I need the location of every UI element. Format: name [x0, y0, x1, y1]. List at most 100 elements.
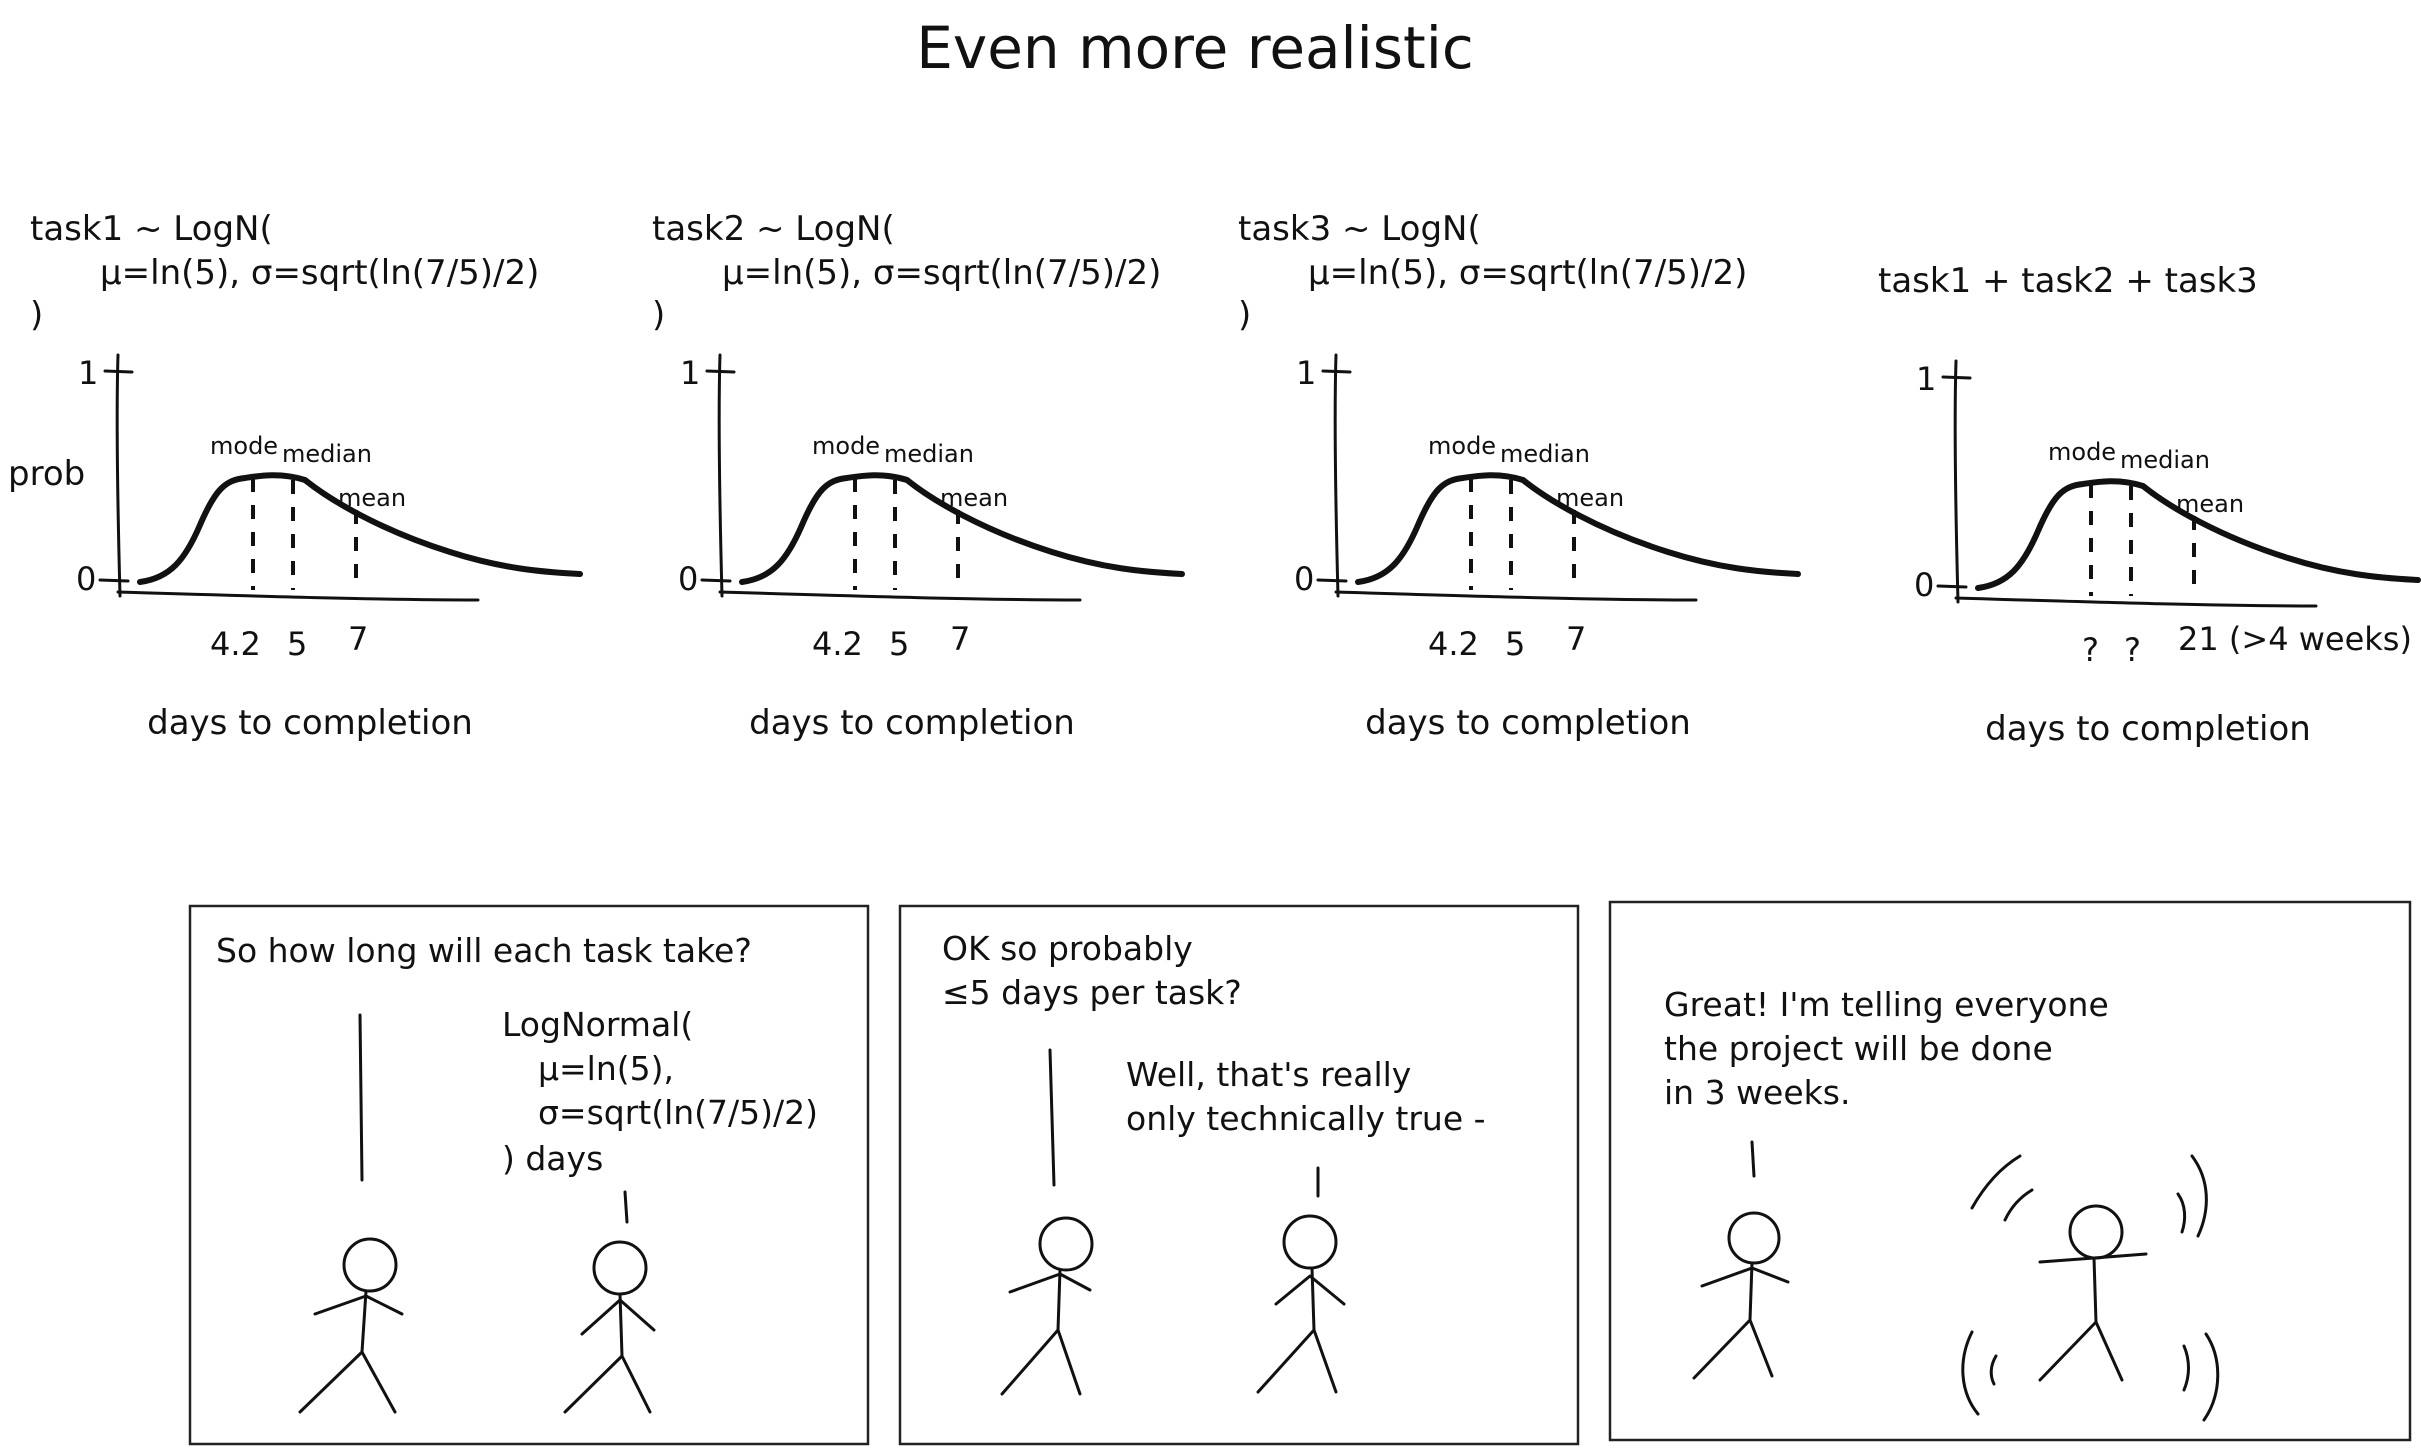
y-tick-label-bottom: 0 [1914, 566, 1934, 604]
motion-line [1989, 1354, 1998, 1386]
motion-line [2003, 1188, 2034, 1222]
lognormal-curve [1355, 472, 1801, 585]
chart-header-line3: ) [652, 295, 665, 335]
y-axis [1333, 353, 1340, 598]
motion-line [2190, 1154, 2208, 1238]
chart-task-sum: task1 + task2 + task3 1 0 mode median me… [1878, 261, 2421, 749]
x-tick-label: 5 [1505, 625, 1525, 663]
chart-header-line1: task1 ~ LogN( [30, 209, 273, 249]
x-tick-label: 4.2 [210, 625, 261, 663]
speech-pointer [1048, 1048, 1056, 1187]
speech-question-line2: ≤5 days per task? [942, 973, 1242, 1012]
figure-head [1038, 1216, 1094, 1272]
y-tick-bottom [700, 578, 732, 583]
figure-legs [1692, 1318, 1774, 1380]
y-axis [1953, 359, 1960, 604]
figure-arms [580, 1298, 656, 1336]
x-axis-label: days to completion [749, 703, 1075, 743]
speech-pointer [623, 1190, 629, 1224]
x-axis [718, 590, 1082, 602]
mode-label: mode [812, 432, 880, 460]
lognormal-curve [739, 472, 1185, 585]
figure-legs [298, 1350, 397, 1414]
figure-head [592, 1240, 648, 1296]
speech-answer-line2: μ=ln(5), [538, 1049, 674, 1088]
lognormal-curve [1975, 478, 2421, 591]
y-axis-label: prob [8, 454, 85, 494]
x-axis [116, 590, 480, 602]
speech-answer-line1: LogNormal( [502, 1005, 693, 1044]
y-tick-label-top: 1 [1296, 354, 1316, 392]
stick-figure-right [1256, 1214, 1346, 1394]
figure-body [1056, 1268, 1062, 1332]
y-tick-label-bottom: 0 [678, 560, 698, 598]
speech-pointer [358, 1013, 364, 1182]
median-label: median [884, 440, 974, 468]
figure-head [2068, 1204, 2124, 1260]
y-axis [717, 353, 724, 598]
chart-task2: task2 ~ LogN( μ=ln(5), σ=sqrt(ln(7/5)/2)… [652, 209, 1185, 743]
motion-line [1970, 1154, 2022, 1210]
y-axis [115, 353, 122, 598]
y-tick-label-bottom: 0 [76, 560, 96, 598]
x-axis [1334, 590, 1698, 602]
panel-frame [898, 904, 1580, 1446]
stick-figure-right [563, 1240, 656, 1414]
mean-label: mean [338, 484, 406, 512]
panel-frame [188, 904, 870, 1446]
motion-line [2182, 1344, 2190, 1392]
chart-task1: task1 ~ LogN( μ=ln(5), σ=sqrt(ln(7/5)/2)… [8, 209, 583, 743]
figure-arms [1274, 1274, 1346, 1306]
x-tick-label: 7 [1566, 620, 1586, 658]
speech-answer-line3: σ=sqrt(ln(7/5)/2) [538, 1093, 818, 1132]
figure-head [1727, 1211, 1781, 1265]
stick-figure-jumping [1961, 1154, 2220, 1422]
speech-question-line1: OK so probably [942, 929, 1193, 968]
chart-header-line2: μ=ln(5), σ=sqrt(ln(7/5)/2) [100, 253, 539, 293]
figure-legs [1000, 1328, 1082, 1396]
speech-line2: the project will be done [1664, 1029, 2053, 1068]
mode-label: mode [1428, 432, 1496, 460]
chart-header-line2: μ=ln(5), σ=sqrt(ln(7/5)/2) [722, 253, 1161, 293]
lognormal-curve [137, 472, 583, 585]
x-tick-label: ? [2082, 631, 2099, 669]
figure-arms [313, 1294, 404, 1316]
median-label: median [282, 440, 372, 468]
figure-legs [563, 1354, 652, 1414]
figure-body [360, 1289, 368, 1354]
figure-arms [2038, 1252, 2148, 1264]
speech-line3: in 3 weeks. [1664, 1073, 1850, 1112]
x-axis [1954, 596, 2318, 608]
x-tick-label: 4.2 [812, 625, 863, 663]
y-tick-top [103, 369, 134, 374]
y-tick-top [1321, 369, 1352, 374]
x-axis-label: days to completion [147, 703, 473, 743]
y-tick-label-top: 1 [78, 354, 98, 392]
figure-legs [2038, 1320, 2124, 1382]
stick-figure-left [1692, 1211, 1790, 1380]
mean-label: mean [940, 484, 1008, 512]
figure-body [618, 1292, 624, 1358]
chart-header-line1: task1 + task2 + task3 [1878, 261, 2258, 301]
x-tick-label: 21 (>4 weeks) [2178, 620, 2412, 658]
x-tick-label: 5 [889, 625, 909, 663]
speech-answer-line2: only technically true - [1126, 1099, 1486, 1138]
x-tick-label: 5 [287, 625, 307, 663]
x-tick-label: ? [2124, 631, 2141, 669]
motion-line [2176, 1192, 2187, 1234]
y-tick-label-top: 1 [1916, 360, 1936, 398]
figure-head [1282, 1214, 1338, 1270]
speech-pointer [1750, 1140, 1756, 1178]
x-axis-label: days to completion [1365, 703, 1691, 743]
chart-task3: task3 ~ LogN( μ=ln(5), σ=sqrt(ln(7/5)/2)… [1238, 209, 1801, 743]
stick-figure-left [1000, 1216, 1094, 1396]
y-tick-bottom [1936, 584, 1968, 589]
y-tick-top [705, 369, 736, 374]
motion-line [1961, 1330, 1980, 1416]
chart-header-line3: ) [30, 295, 43, 335]
median-label: median [1500, 440, 1590, 468]
chart-header-line3: ) [1238, 295, 1251, 335]
mean-label: mean [1556, 484, 1624, 512]
x-tick-label: 7 [348, 620, 368, 658]
mean-label: mean [2176, 490, 2244, 518]
